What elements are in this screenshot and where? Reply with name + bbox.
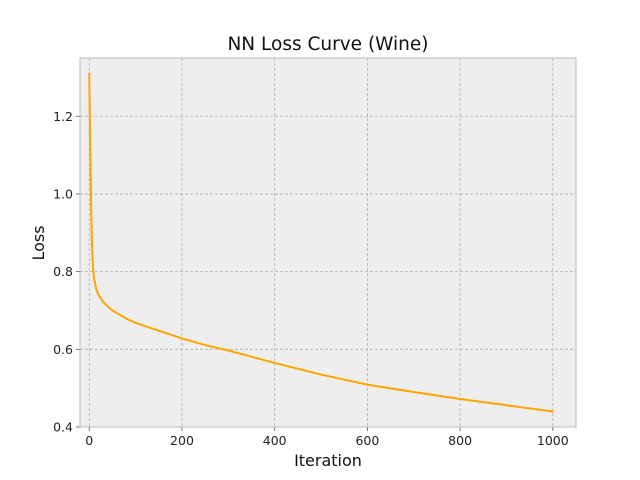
y-tick-label: 1.0 [53, 186, 73, 201]
y-tick-labels: 0.4 0.6 0.8 1.0 1.2 [53, 109, 73, 435]
x-tick-label: 600 [355, 433, 379, 448]
chart-title: NN Loss Curve (Wine) [227, 34, 428, 55]
x-tick-label: 0 [85, 433, 93, 448]
x-tick-label: 200 [170, 433, 194, 448]
x-axis-title: Iteration [294, 451, 362, 470]
y-tick-label: 0.8 [53, 264, 73, 279]
y-tick-label: 1.2 [53, 109, 73, 124]
plot-background [80, 58, 576, 427]
x-tick-labels: 0 200 400 600 800 1000 [85, 433, 568, 448]
y-tick-label: 0.6 [53, 342, 73, 357]
y-axis-title: Loss [29, 225, 48, 260]
tick-marks [76, 115, 554, 431]
x-tick-label: 400 [263, 433, 287, 448]
loss-series-line [88, 72, 554, 413]
y-tick-label: 0.4 [53, 420, 73, 435]
x-tick-label: 1000 [537, 433, 569, 448]
x-tick-label: 800 [448, 433, 472, 448]
series-group [88, 72, 554, 413]
plot-frame [79, 57, 577, 428]
